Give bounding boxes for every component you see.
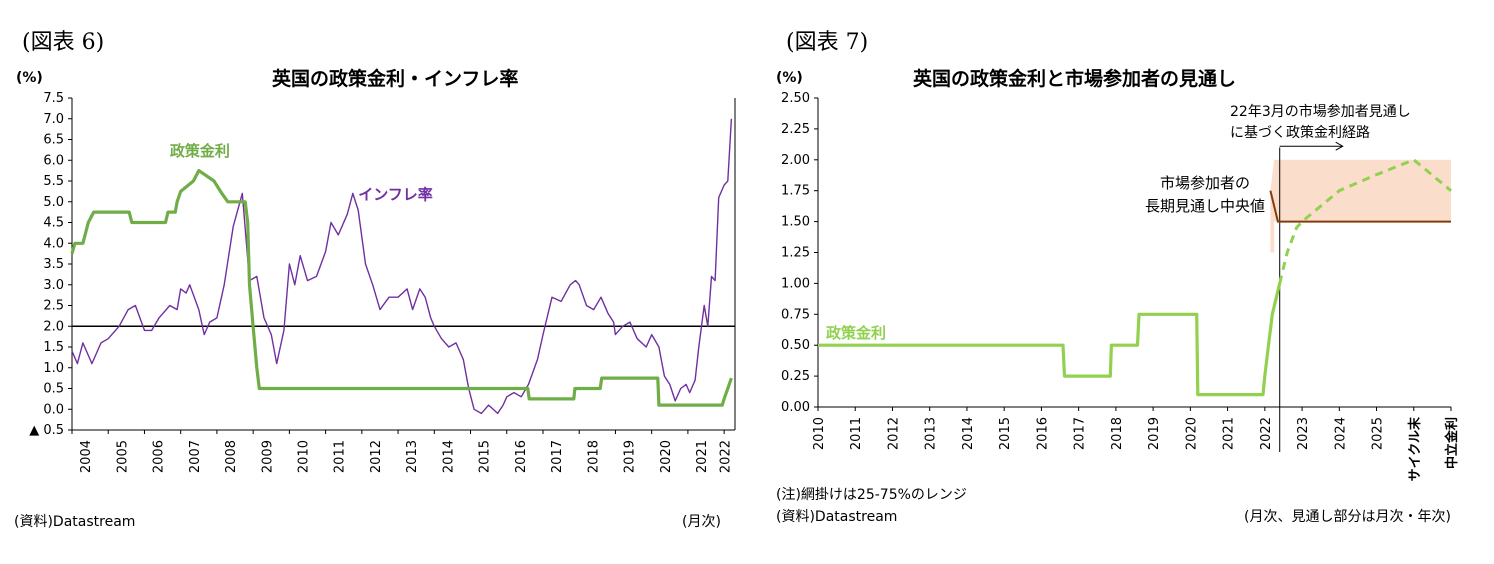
x-tick-label-left: 2017 (550, 440, 565, 473)
x-tick-label-left: 2004 (79, 440, 94, 473)
y-unit-left: (%) (16, 70, 43, 86)
x-tick-label-right: 2010 (812, 417, 827, 450)
right-chart: 0.00 0.25 0.50 0.75 1.00 1.25 1.50 1.75 2.00 2.25… (781, 91, 1460, 481)
y-tick-label-right: 1.75 (781, 184, 810, 199)
x-tick-label-right: 2023 (1296, 417, 1311, 450)
period-note-left: (月次) (682, 514, 721, 530)
series-line-forecast (1278, 158, 1452, 284)
x-tick-label-right: 中立金利 (1444, 417, 1460, 469)
y-tick-label-right: 0.50 (781, 338, 810, 353)
y-tick-label-right: 2.00 (781, 153, 810, 168)
x-tick-label-right: 2011 (849, 417, 864, 450)
range-band-initial (1270, 159, 1275, 253)
y-tick-label-left: 6.5 (43, 133, 64, 148)
y-tick-label-left: 7.0 (43, 112, 64, 127)
y-tick-label-left: 0.0 (43, 402, 64, 417)
series-line-policy-rate-right (818, 283, 1282, 397)
note-right: (注)網掛けは25-75%のレンジ (776, 487, 967, 503)
x-tick-label-right: 2024 (1333, 417, 1348, 450)
y-tick-label-left: 5.5 (43, 174, 64, 189)
y-tick-label-left: ▲ 0.5 (29, 423, 64, 438)
series-label-policy-rate-right: 政策金利 (826, 324, 886, 342)
y-tick-label-right: 2.25 (781, 122, 810, 137)
x-tick-label-left: 2005 (115, 440, 130, 473)
y-tick-label-left: 5.0 (43, 195, 64, 210)
x-tick-label-left: 2006 (152, 440, 167, 473)
annotation-median-1: 市場参加者の (1160, 174, 1250, 192)
y-tick-label-right: 0.00 (781, 400, 810, 415)
x-tick-label-left: 2018 (586, 440, 601, 473)
x-tick-label-right: 2017 (1073, 417, 1088, 450)
y-tick-label-right: 0.25 (781, 369, 810, 384)
x-tick-label-left: 2013 (405, 440, 420, 473)
annotation-median-2: 長期見通し中央値 (1145, 197, 1265, 215)
chart-title-left: 英国の政策金利・インフレ率 (272, 68, 519, 90)
left-chart: ▲ 0.5 0.0 0.5 1.0 1.5 2.0 2.5 3.0 3.5 4.0 4.5 5.0 5.… (29, 91, 736, 473)
x-tick-label-right: 2022 (1259, 417, 1274, 450)
x-tick-label-right: 2025 (1371, 417, 1386, 450)
x-tick-label-right: サイクル末 (1407, 416, 1423, 481)
series-line-policy-rate (70, 169, 733, 407)
x-tick-label-right: 2016 (1035, 417, 1050, 450)
x-tick-label-right: 2015 (998, 417, 1013, 450)
y-tick-label-left: 1.5 (43, 340, 64, 355)
y-tick-label-left: 1.0 (43, 361, 64, 376)
y-tick-label-left: 2.0 (43, 319, 64, 334)
x-tick-label-left: 2008 (224, 440, 239, 473)
x-tick-label-left: 2010 (296, 440, 311, 473)
source-right: (資料)Datastream (776, 509, 898, 525)
y-tick-label-left: 3.5 (43, 257, 64, 272)
x-tick-label-left: 2009 (260, 440, 275, 473)
x-tick-label-left: 2012 (369, 440, 384, 473)
annotation-forecast-path-2: に基づく政策金利経路 (1230, 124, 1370, 141)
y-tick-label-right: 0.75 (781, 307, 810, 322)
forecast-arrow-head (1335, 141, 1344, 151)
x-tick-label-left: 2016 (514, 440, 529, 473)
figure-7-label: (図表 7) (786, 30, 869, 55)
series-label-policy-rate: 政策金利 (170, 142, 230, 160)
y-tick-label-left: 6.0 (43, 153, 64, 168)
x-tick-label-right: 2021 (1222, 417, 1237, 450)
range-band-25-75 (1274, 159, 1451, 222)
chart-title-right: 英国の政策金利と市場参加者の見通し (913, 68, 1237, 90)
x-tick-label-right: 2012 (886, 417, 901, 450)
series-line-long-term-median (1269, 190, 1451, 223)
x-tick-label-left: 2007 (188, 440, 203, 473)
y-tick-label-right: 1.25 (781, 246, 810, 261)
y-tick-label-left: 4.0 (43, 236, 64, 251)
x-tick-label-left: 2021 (695, 440, 710, 473)
x-tick-label-left: 2011 (333, 440, 348, 473)
x-tick-label-right: 2018 (1110, 417, 1125, 450)
y-tick-label-right: 1.50 (781, 215, 810, 230)
x-tick-label-left: 2022 (719, 440, 734, 473)
y-tick-label-left: 3.0 (43, 278, 64, 293)
y-tick-label-right: 2.50 (781, 91, 810, 106)
y-tick-label-right: 1.00 (781, 276, 810, 291)
period-note-right: (月次、見通し部分は月次・年次) (1244, 509, 1451, 525)
y-tick-label-left: 0.5 (43, 382, 64, 397)
x-tick-label-right: 2020 (1184, 417, 1199, 450)
annotation-forecast-path-1: 22年3月の市場参加者見通し (1230, 103, 1411, 120)
source-left: (資料)Datastream (14, 514, 136, 530)
y-tick-label-left: 7.5 (43, 91, 64, 106)
series-label-inflation: インフレ率 (358, 186, 433, 204)
x-tick-label-right: 2013 (924, 417, 939, 450)
x-tick-label-left: 2019 (623, 440, 638, 473)
y-tick-label-left: 2.5 (43, 299, 64, 314)
x-tick-label-left: 2020 (659, 440, 674, 473)
x-tick-label-right: 2019 (1147, 417, 1162, 450)
x-tick-label-left: 2015 (478, 440, 493, 473)
y-unit-right: (%) (776, 70, 803, 86)
x-tick-label-right: 2014 (961, 417, 976, 450)
series-line-inflation (71, 118, 733, 415)
figure-6-label: (図表 6) (22, 30, 105, 55)
x-tick-label-left: 2014 (441, 440, 456, 473)
y-tick-label-left: 4.5 (43, 216, 64, 231)
